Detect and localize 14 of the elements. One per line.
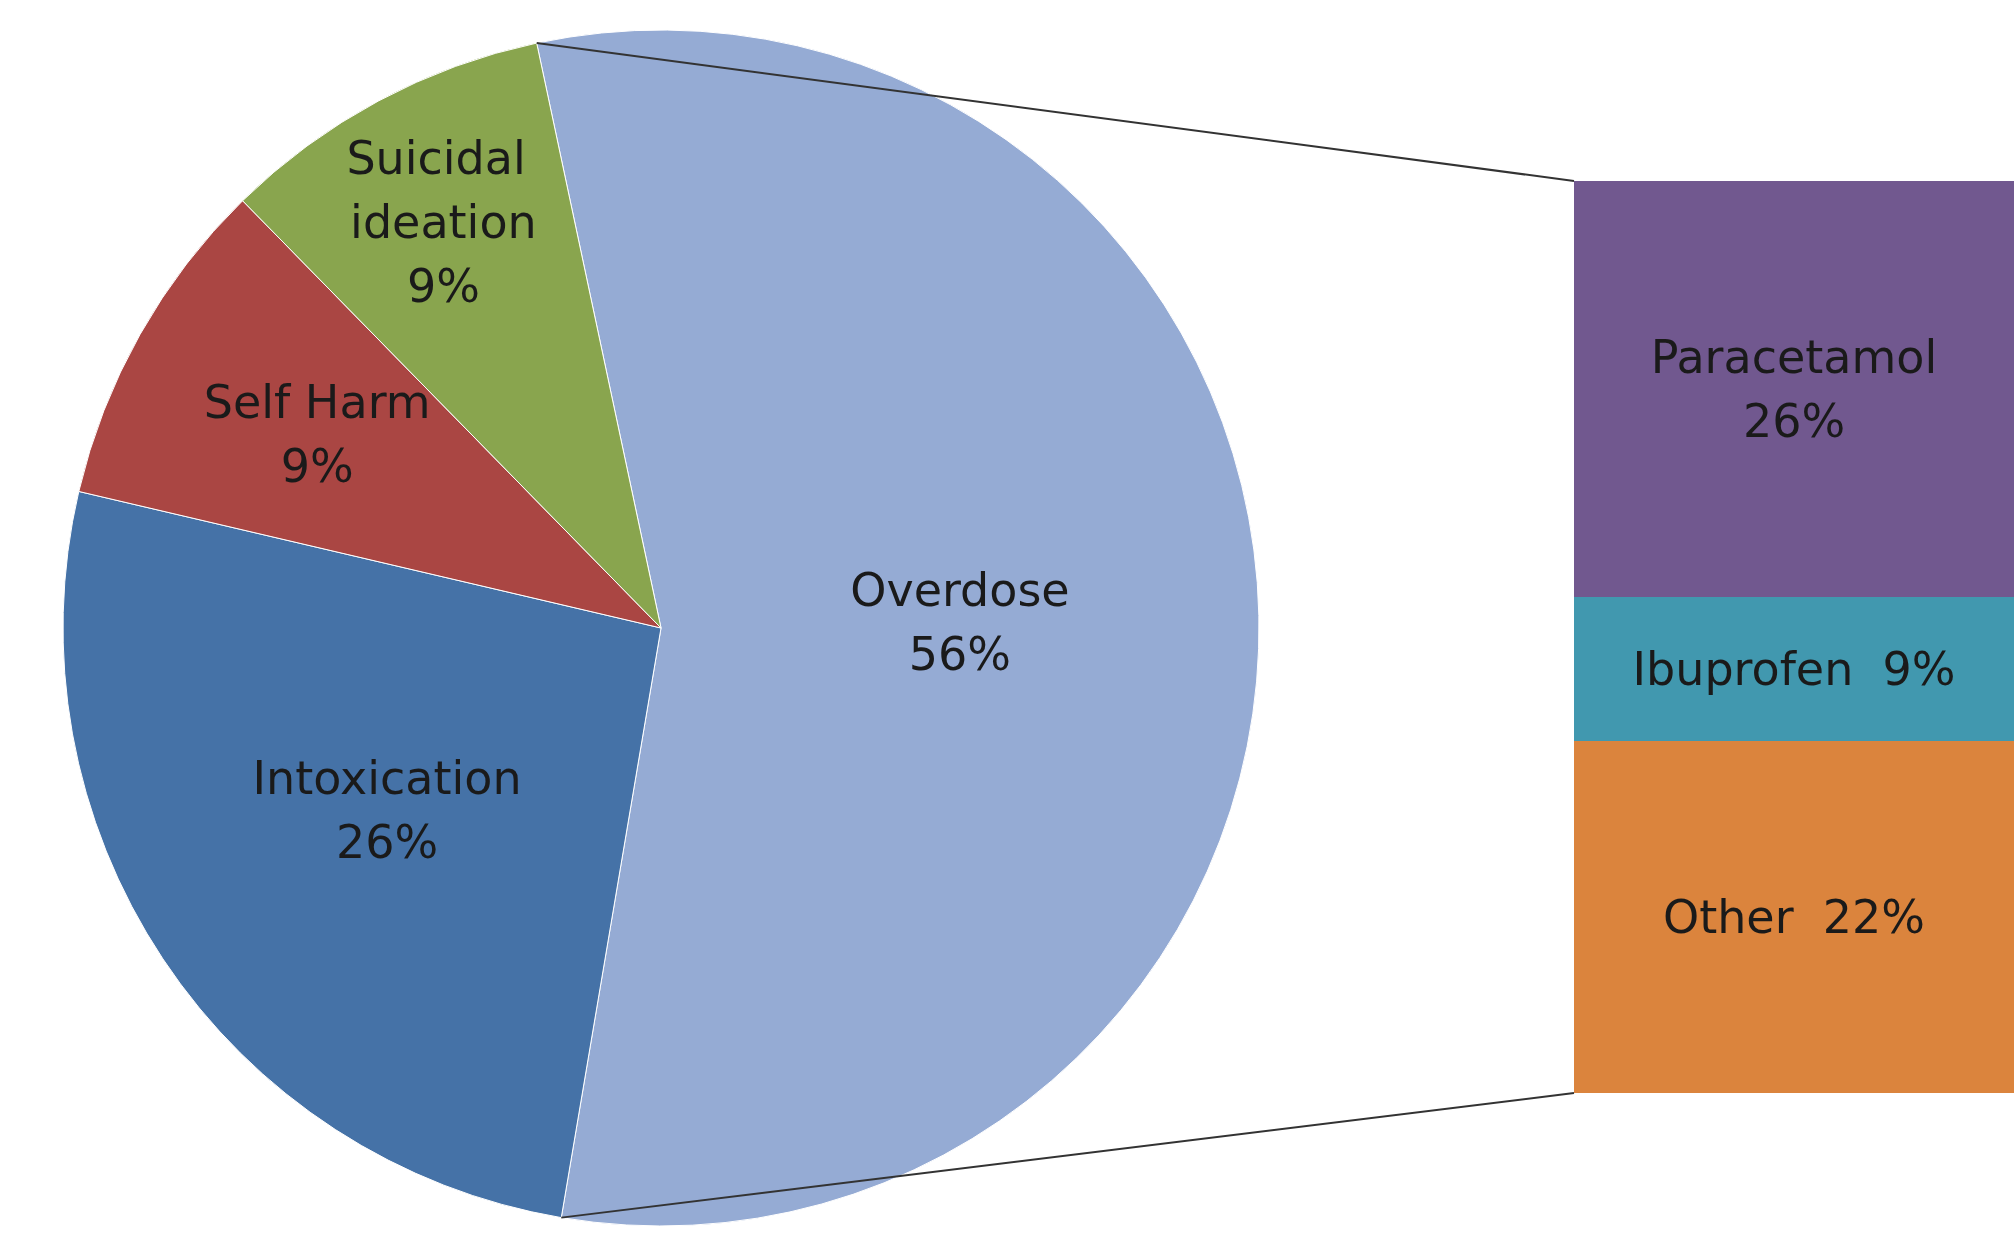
series-label: Paracetamol	[1650, 330, 1938, 384]
slice-label: Self Harm	[203, 375, 431, 430]
series-label: Other	[1662, 890, 1823, 944]
data-label: 56%	[908, 626, 1012, 681]
data-label: 22%	[1822, 890, 1926, 944]
data-label: 26%	[335, 815, 439, 870]
data-label: 9%	[280, 439, 354, 494]
slice-label: Intoxication	[252, 751, 522, 806]
data-label: 9%	[1882, 642, 1956, 696]
slice-label: Suicidal ideation	[346, 131, 541, 250]
data-label: 26%	[1742, 394, 1846, 448]
series-label: Ibuprofen	[1632, 642, 1883, 696]
data-label: 9%	[406, 259, 480, 314]
slice-label: Overdose	[850, 562, 1070, 617]
